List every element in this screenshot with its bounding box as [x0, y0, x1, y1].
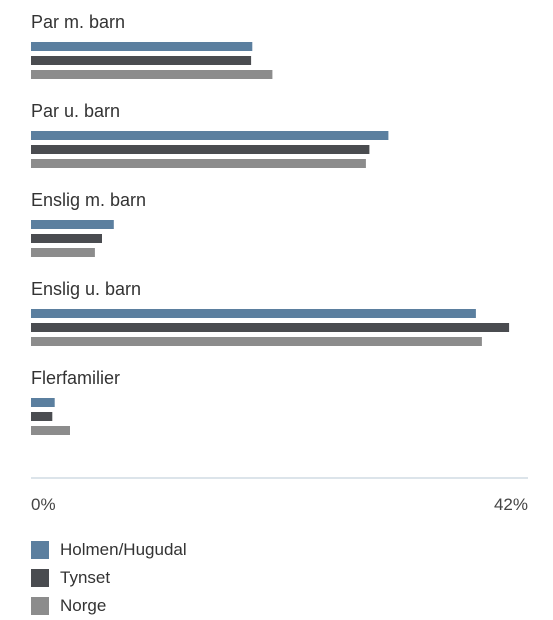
bar: [31, 309, 476, 318]
bar: [31, 42, 253, 51]
legend-item: Holmen/Hugudal: [31, 536, 187, 564]
legend: Holmen/Hugudal Tynset Norge: [31, 536, 187, 620]
bar: [31, 426, 70, 435]
legend-item: Tynset: [31, 564, 187, 592]
category-labels-layer: Par m. barn Par u. barn Enslig m. barn Ensl…: [31, 12, 146, 388]
bar: [31, 56, 252, 65]
bars-layer: [31, 42, 510, 435]
bar: [31, 145, 370, 154]
x-axis-ticks: 0% 42%: [31, 495, 528, 514]
legend-label: Norge: [60, 596, 107, 615]
bar: [31, 220, 114, 229]
bar: [31, 159, 366, 168]
bar: [31, 234, 102, 243]
bar: [31, 398, 55, 407]
legend-label: Tynset: [60, 568, 111, 587]
x-tick-label: 42%: [494, 495, 528, 514]
category-label: Enslig u. barn: [31, 279, 141, 299]
category-label: Par m. barn: [31, 12, 125, 32]
bar: [31, 323, 510, 332]
category-label: Enslig m. barn: [31, 190, 146, 210]
bar: [31, 131, 389, 140]
category-label: Flerfamilier: [31, 368, 120, 388]
category-label: Par u. barn: [31, 101, 120, 121]
legend-swatch: [31, 597, 49, 615]
x-tick-label: 0%: [31, 495, 56, 514]
bar: [31, 412, 53, 421]
legend-swatch: [31, 569, 49, 587]
bar: [31, 337, 482, 346]
legend-item: Norge: [31, 592, 187, 620]
bar: [31, 70, 273, 79]
legend-label: Holmen/Hugudal: [60, 540, 187, 559]
legend-swatch: [31, 541, 49, 559]
bar: [31, 248, 95, 257]
